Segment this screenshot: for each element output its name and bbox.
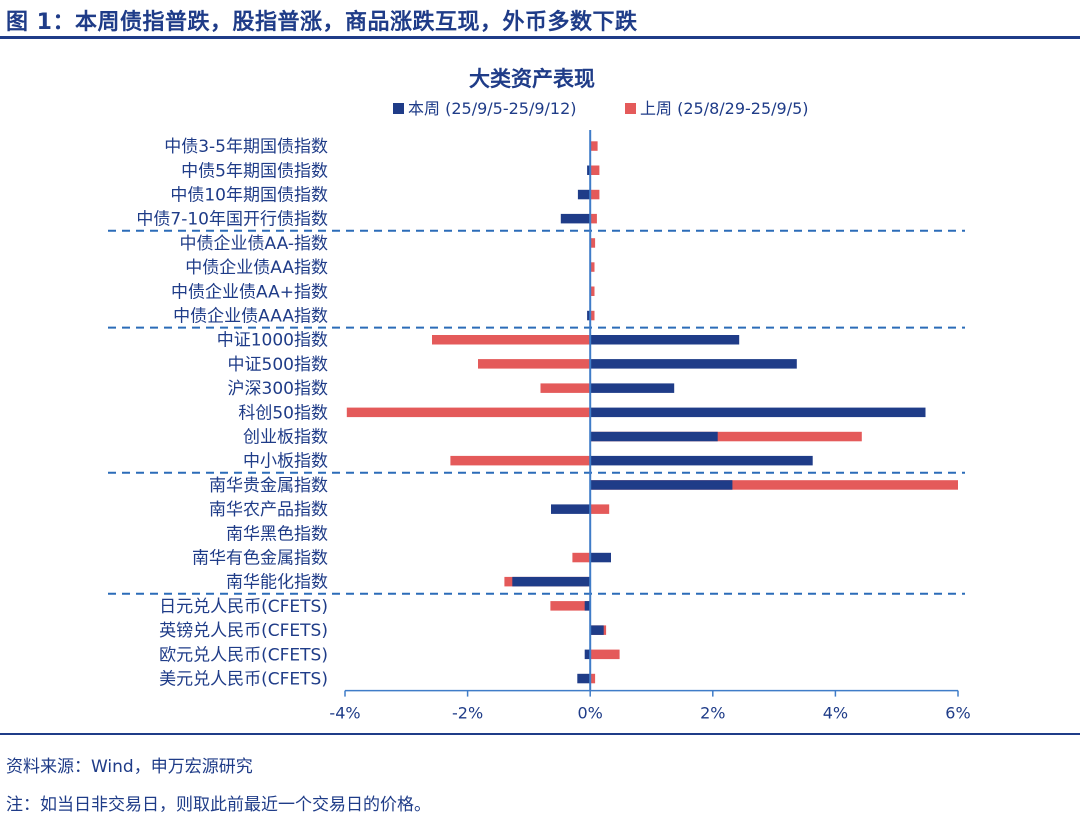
footer-rule — [0, 733, 1080, 735]
chart-legend: 本周 (25/9/5-25/9/12) 上周 (25/8/29-25/9/5) — [393, 99, 809, 118]
bar-this-week-9 — [590, 359, 797, 369]
bar-last-week-17 — [572, 552, 591, 563]
title-underline — [0, 36, 1080, 39]
bar-this-week-1 — [587, 165, 591, 175]
category-label-8: 中证1000指数 — [217, 331, 328, 351]
x-tick-label-2: 0% — [578, 704, 603, 720]
bar-last-week-13 — [450, 455, 591, 466]
bar-this-week-11 — [590, 407, 926, 418]
category-label-7: 中债企业债AAA指数 — [173, 307, 328, 327]
plot-area: 中债3-5年期国债指数中债5年期国债指数中债10年期国债指数中债7-10年国开行… — [108, 130, 971, 720]
bar-this-week-21 — [584, 649, 591, 660]
source-note: 资料来源：Wind，申万宏源研究 — [6, 757, 253, 777]
bar-last-week-21 — [590, 649, 620, 660]
category-label-11: 科创50指数 — [238, 403, 328, 423]
asset-performance-chart: 大类资产表现 本周 (25/9/5-25/9/12) 上周 (25/8/29-2… — [108, 67, 971, 720]
legend-label-this-week: 本周 (25/9/5-25/9/12) — [408, 99, 577, 118]
category-label-16: 南华黑色指数 — [226, 524, 328, 544]
bar-last-week-0 — [590, 141, 598, 151]
legend-swatch-last-week — [625, 103, 636, 114]
chart-title: 大类资产表现 — [469, 67, 595, 91]
category-label-14: 南华贵金属指数 — [209, 476, 328, 496]
category-label-19: 日元兑人民币(CFETS) — [159, 597, 328, 617]
bar-last-week-11 — [346, 407, 591, 418]
category-label-20: 英镑兑人民币(CFETS) — [159, 621, 328, 641]
bar-last-week-12 — [590, 431, 862, 442]
bar-last-week-4 — [590, 238, 596, 248]
category-label-9: 中证500指数 — [228, 355, 328, 375]
bar-this-week-14 — [590, 480, 733, 490]
bar-last-week-7 — [590, 310, 595, 321]
bar-last-week-1 — [590, 165, 600, 175]
bar-last-week-14 — [590, 480, 958, 490]
bar-last-week-8 — [432, 335, 591, 345]
x-tick-label-3: 2% — [700, 704, 725, 720]
legend-swatch-this-week — [393, 103, 404, 114]
footnote: 注：如当日非交易日，则取此前最近一个交易日的价格。 — [6, 795, 431, 815]
bar-this-week-7 — [587, 310, 591, 321]
category-label-22: 美元兑人民币(CFETS) — [159, 670, 328, 690]
bar-this-week-22 — [577, 673, 591, 684]
category-label-21: 欧元兑人民币(CFETS) — [159, 645, 328, 665]
category-label-13: 中小板指数 — [243, 452, 328, 472]
bar-last-week-15 — [590, 504, 610, 514]
bar-this-week-10 — [590, 383, 675, 393]
bar-this-week-20 — [590, 625, 604, 635]
bar-last-week-2 — [590, 189, 600, 200]
category-label-5: 中债企业债AA指数 — [185, 258, 328, 278]
bar-last-week-22 — [590, 673, 596, 684]
category-label-2: 中债10年期国债指数 — [170, 186, 328, 206]
bar-this-week-8 — [590, 335, 740, 345]
x-tick-label-4: 4% — [823, 704, 848, 720]
category-label-18: 南华能化指数 — [226, 573, 328, 593]
bar-this-week-18 — [512, 576, 591, 587]
bar-this-week-13 — [590, 455, 813, 466]
bar-this-week-3 — [560, 213, 591, 224]
legend-label-last-week: 上周 (25/8/29-25/9/5) — [640, 99, 809, 118]
category-label-4: 中债企业债AA-指数 — [180, 234, 329, 254]
bar-this-week-19 — [584, 601, 591, 611]
bar-last-week-6 — [590, 286, 595, 296]
x-tick-label-1: -2% — [452, 704, 483, 720]
bar-this-week-2 — [577, 189, 591, 200]
bar-last-week-9 — [478, 359, 591, 369]
category-label-12: 创业板指数 — [243, 428, 328, 448]
bar-last-week-5 — [590, 262, 595, 272]
x-tick-label-0: -4% — [329, 704, 360, 720]
bar-this-week-17 — [590, 552, 611, 563]
category-label-10: 沪深300指数 — [228, 379, 328, 399]
x-tick-label-5: 6% — [945, 704, 970, 720]
figure-title: 图 1：本周债指普跌，股指普涨，商品涨跌互现，外币多数下跌 — [6, 10, 638, 35]
category-label-17: 南华有色金属指数 — [192, 549, 328, 569]
category-label-6: 中债企业债AA+指数 — [171, 282, 328, 302]
category-label-0: 中债3-5年期国债指数 — [164, 137, 328, 157]
category-label-15: 南华农产品指数 — [209, 500, 328, 520]
category-label-3: 中债7-10年国开行债指数 — [136, 210, 328, 230]
bar-last-week-3 — [590, 213, 597, 224]
bar-last-week-10 — [540, 383, 591, 393]
bar-last-week-19 — [550, 601, 591, 611]
bar-this-week-12 — [590, 431, 718, 442]
category-label-1: 中债5年期国债指数 — [181, 161, 328, 181]
bar-this-week-15 — [551, 504, 591, 514]
